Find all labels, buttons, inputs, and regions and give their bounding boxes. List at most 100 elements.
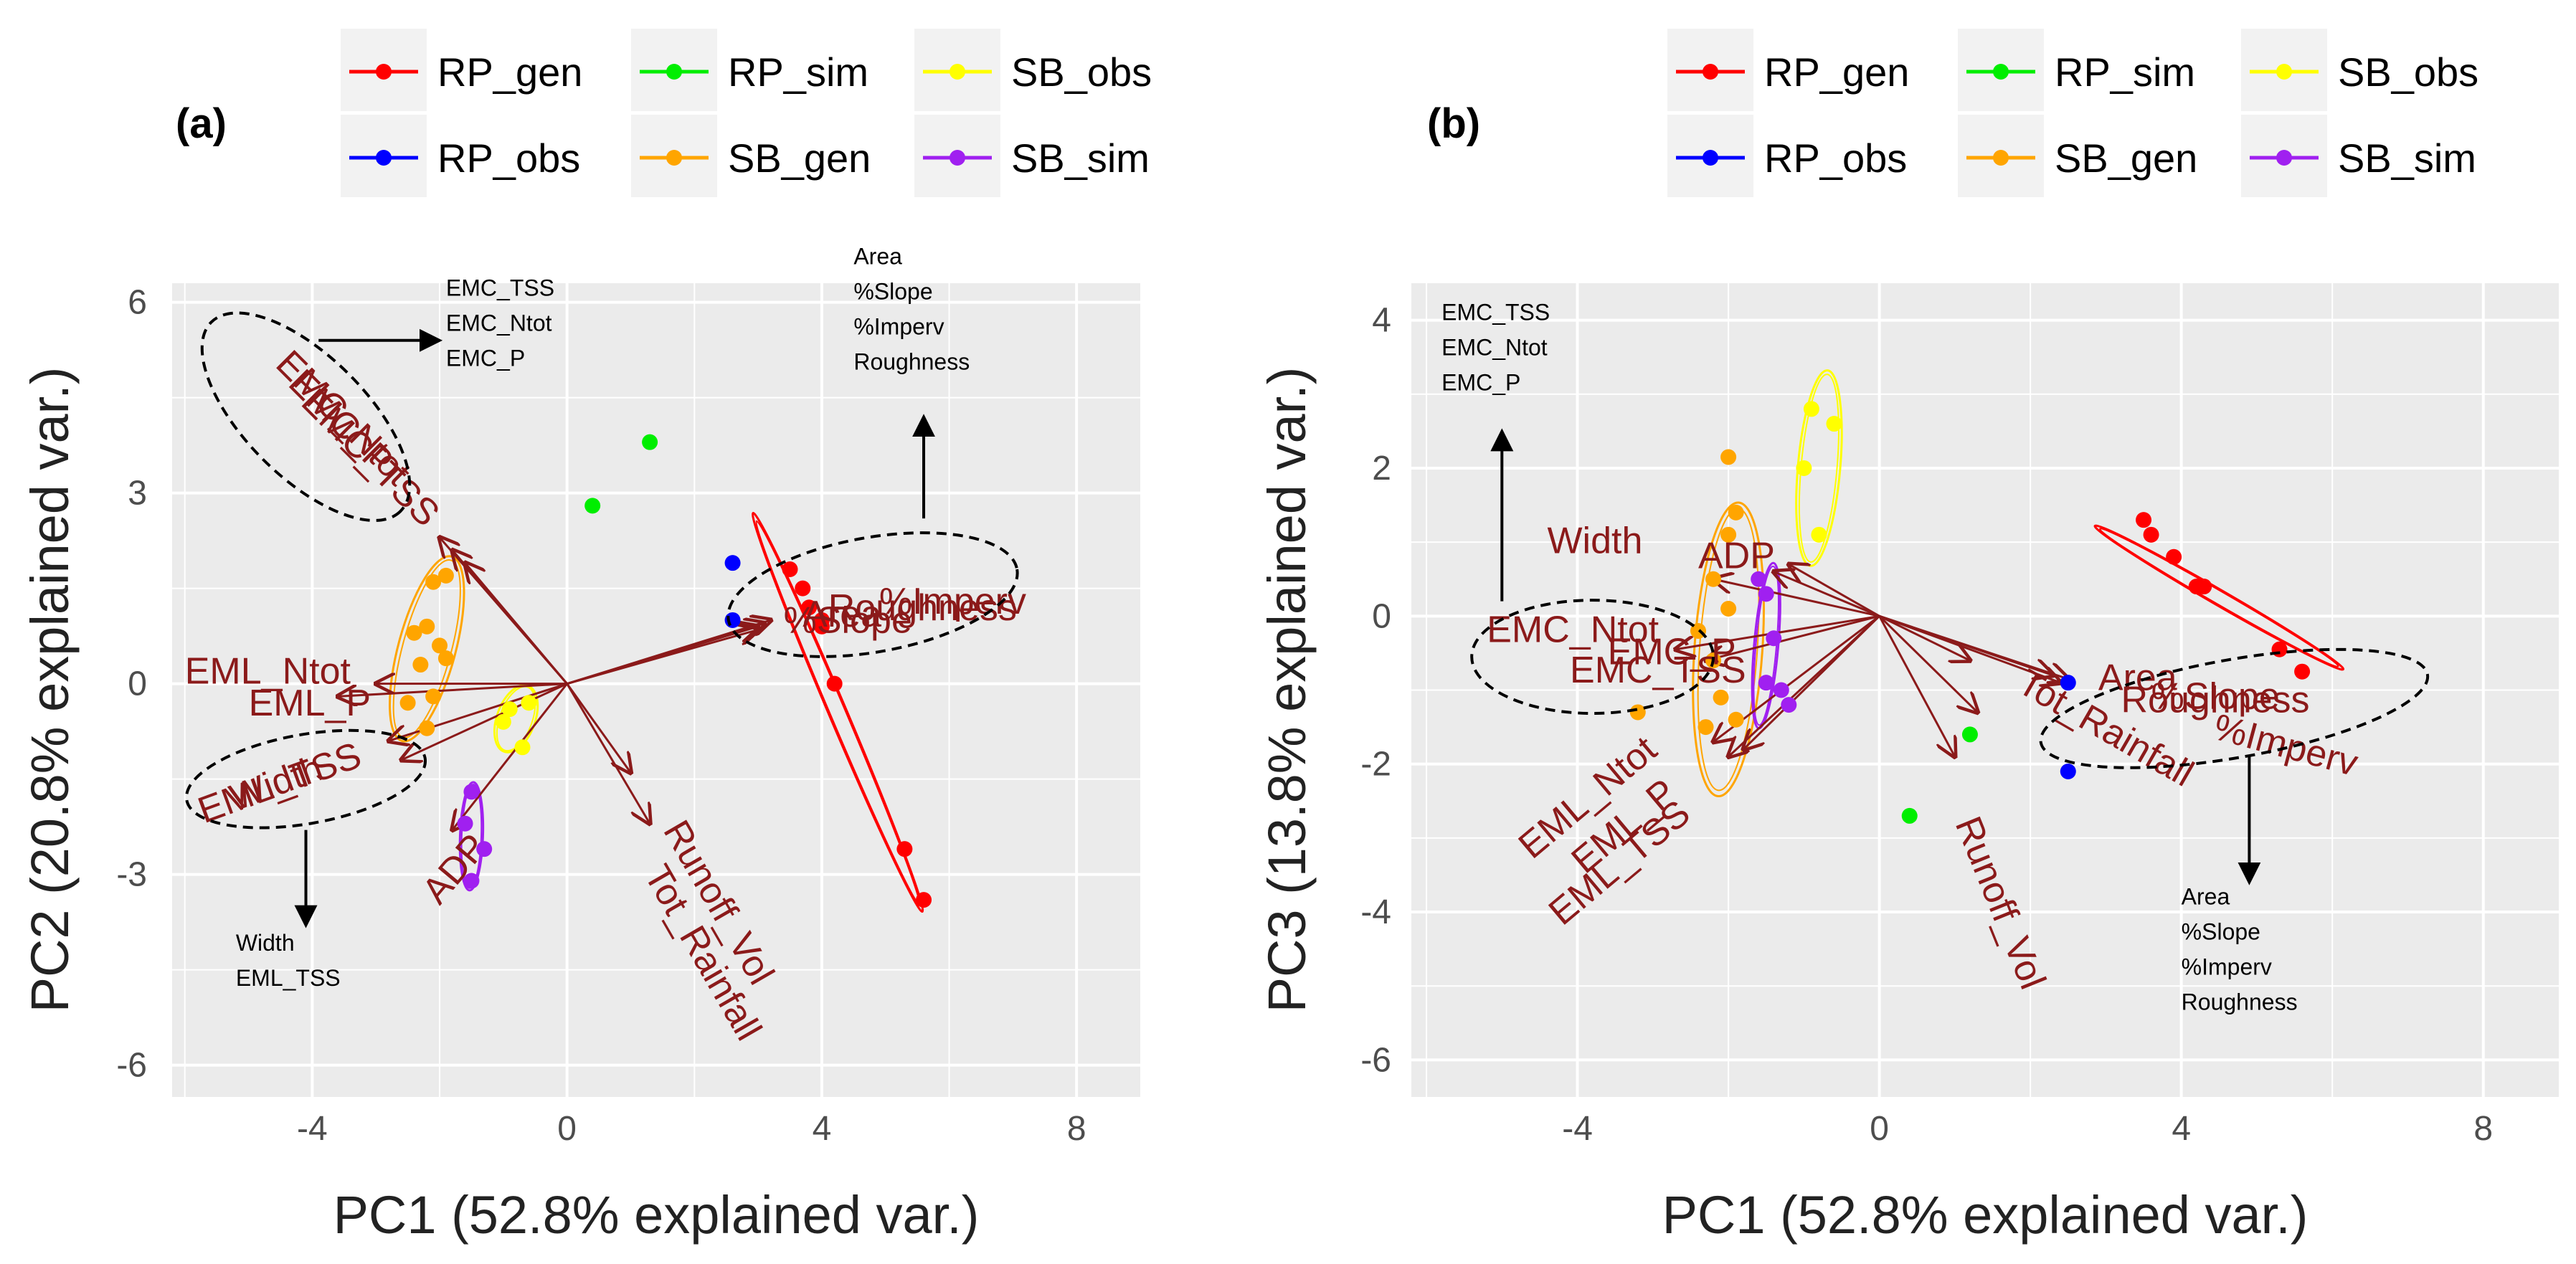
point-SB_obs	[1811, 526, 1827, 543]
loading-arrow	[1878, 615, 1978, 712]
variable-label: Roughness	[828, 587, 1017, 629]
x-tick-label: 4	[2172, 1110, 2191, 1148]
point-RP_obs	[2060, 764, 2076, 779]
legend-marker-SB_sim	[2276, 150, 2292, 166]
point-SB_sim	[1766, 630, 1782, 647]
group-ellipse-inner-RP_gen	[2098, 528, 2339, 667]
point-RP_gen	[813, 612, 830, 628]
loading-arrow	[1713, 579, 1880, 617]
point-SB_gen	[432, 637, 448, 654]
y-tick-label: 3	[128, 475, 147, 513]
group-ellipse-RP_gen	[2093, 524, 2345, 671]
point-RP_gen	[2294, 663, 2311, 680]
loading-arrow	[1878, 615, 1955, 756]
loading-arrow	[465, 563, 568, 685]
y-tick-label: -3	[116, 856, 147, 894]
legend-label-RP_obs: RP_obs	[437, 136, 580, 181]
panel-a-label: (a)	[176, 100, 227, 147]
point-RP_gen	[782, 561, 798, 578]
point-SB_obs	[1803, 401, 1819, 417]
callout-text: EML_TSS	[236, 965, 341, 991]
loading-arrow	[1789, 564, 1880, 617]
group-ellipse-inner-SB_sim	[1753, 565, 1779, 726]
point-SB_sim	[463, 873, 480, 889]
point-SB_gen	[412, 657, 429, 673]
loading-arrow	[1706, 614, 1880, 660]
callout-text: EMC_Ntot	[446, 310, 552, 336]
point-SB_gen	[1713, 689, 1729, 705]
point-RP_sim	[1961, 726, 1978, 743]
point-SB_gen	[425, 688, 442, 705]
legend-label-SB_sim: SB_sim	[2338, 136, 2476, 181]
variable-label: EML_P	[249, 683, 371, 724]
point-SB_gen	[1728, 504, 1744, 521]
points-b	[1629, 401, 2311, 824]
y-axis-title-a: PC2 (20.8% explained var.)	[20, 367, 80, 1013]
grid-b	[1411, 283, 2559, 1097]
loading-arrow	[1743, 615, 1880, 749]
callout-text: EMC_P	[446, 346, 525, 371]
annotations-b: EMC_TSSEMC_NtotEMC_PArea%Slope%ImpervRou…	[1441, 300, 2297, 1015]
legend-label-SB_gen: SB_gen	[728, 136, 871, 181]
point-SB_gen	[1705, 571, 1722, 587]
legend-label-RP_obs: RP_obs	[1764, 136, 1907, 181]
loading-arrows-b	[1675, 564, 2068, 756]
callout-text: %Imperv	[853, 313, 944, 339]
dashed-callout-ellipse	[184, 728, 427, 830]
legend-marker-RP_sim	[1993, 64, 2009, 80]
point-SB_sim	[1758, 675, 1774, 691]
legend-label-SB_gen: SB_gen	[2055, 136, 2197, 181]
point-SB_sim	[457, 815, 473, 832]
legend-label-SB_obs: SB_obs	[1011, 49, 1152, 95]
dashed-callout-ellipses-a	[184, 311, 1019, 830]
variable-label: %Slope	[2151, 675, 2280, 717]
tick-labels-a: -4 0 4 8 -6 -3 0 3 6	[116, 284, 1086, 1148]
legend-label-SB_obs: SB_obs	[2338, 49, 2478, 95]
legend-label-RP_sim: RP_sim	[2055, 49, 2195, 95]
y-tick-label: 4	[1372, 302, 1391, 340]
point-SB_gen	[425, 574, 442, 590]
y-axis-title-b: PC3 (13.8% explained var.)	[1257, 367, 1317, 1013]
loading-arrow	[389, 683, 568, 741]
variable-label: EMC_P	[1608, 631, 1736, 673]
legend-label-RP_gen: RP_gen	[1764, 49, 1909, 95]
point-SB_sim	[1751, 571, 1767, 587]
point-RP_sim	[642, 434, 658, 450]
legend-marker-RP_sim	[666, 64, 682, 80]
point-RP_sim	[584, 498, 601, 514]
loading-arrow	[453, 683, 568, 830]
x-tick-label: 0	[1870, 1110, 1889, 1148]
legend-label-RP_gen: RP_gen	[437, 49, 582, 95]
y-tick-label: -2	[1360, 746, 1391, 784]
y-tick-label: 0	[1372, 597, 1391, 635]
y-tick-label: -4	[1360, 893, 1391, 931]
point-RP_obs	[724, 555, 741, 571]
point-RP_gen	[916, 892, 932, 908]
point-SB_gen	[419, 618, 435, 635]
legend-marker-RP_gen	[1703, 64, 1718, 80]
point-RP_sim	[1901, 807, 1918, 824]
callout-text: Area	[2182, 884, 2230, 910]
loading-arrow	[1879, 614, 2068, 679]
x-tick-label: -4	[297, 1110, 328, 1148]
annotations-a: EMC_TSSEMC_NtotEMC_PArea%Slope%ImpervRou…	[236, 243, 970, 991]
point-RP_obs	[2060, 675, 2076, 691]
x-tick-label: 4	[813, 1110, 832, 1148]
x-tick-label: 0	[557, 1110, 577, 1148]
point-SB_gen	[1720, 526, 1737, 543]
callout-text: EMC_TSS	[1441, 300, 1550, 325]
point-RP_gen	[2271, 641, 2288, 657]
point-RP_gen	[2196, 579, 2212, 595]
loading-arrow	[567, 620, 771, 685]
point-SB_obs	[501, 701, 518, 718]
legend-marker-RP_obs	[376, 150, 392, 166]
panel-a: (a) RP_gen RP_sim SB_obs RP_obs SB_gen SB_sim…	[20, 29, 1152, 1245]
callout-text: Area	[853, 243, 902, 269]
callout-text: Roughness	[853, 348, 970, 374]
callout-text: Width	[236, 930, 295, 956]
point-SB_sim	[1781, 697, 1797, 713]
dashed-callout-ellipse	[2039, 647, 2430, 769]
callout-text: EMC_TSS	[446, 275, 554, 301]
point-SB_gen	[1629, 704, 1646, 721]
